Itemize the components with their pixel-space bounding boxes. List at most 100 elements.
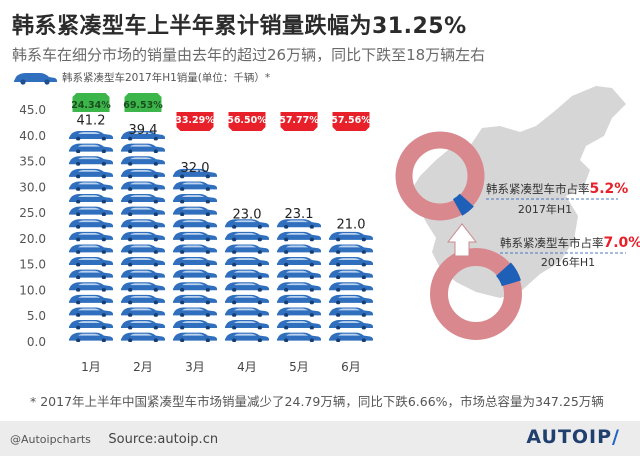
car-icon [225,320,269,330]
yoy-badge [280,112,318,131]
car-icon [69,156,113,166]
bar [329,231,373,342]
car-icon [225,307,269,317]
car-icon [329,244,373,254]
car-icon [69,269,113,279]
car-icon [277,320,321,330]
car-icon [173,231,217,242]
y-tick-label: 5.0 [27,309,46,323]
bar [225,219,269,342]
yoy-badge [72,93,110,112]
car-icon [69,181,113,191]
car-icon [121,257,165,267]
car-icon [329,320,373,330]
car-icon [277,307,321,317]
car-icon [277,231,321,242]
yoy-badge [176,112,214,131]
car-icon [69,244,113,254]
y-tick-label: 20.0 [19,232,46,246]
car-icon [277,269,321,279]
share-2016-highlight [495,262,521,287]
car-icon [69,143,113,153]
car-icon [173,257,217,267]
share-2017-highlight [452,193,474,216]
share-2016-ring [430,248,522,340]
bar [277,219,321,342]
yoy-badge [124,93,162,112]
x-tick-label: 4月 [237,360,257,374]
car-icon [277,257,321,267]
y-tick-label: 25.0 [19,206,46,220]
car-icon [225,257,269,267]
chart-legend: 韩系紧凑型车2017年H1销量(单位：千辆）* [12,70,270,85]
share-2017-label: 韩系紧凑型车市占率5.2% [486,181,628,197]
bar-labels: 41.2 1月 24.34% 39.4 2月 69.53% 32.0 3月 33.29% 23.0… [71,93,371,374]
car-icon [121,168,165,179]
car-icon [121,143,165,153]
footer-band [0,421,640,456]
car-icon [329,231,373,242]
car-icon [121,156,165,166]
brand-text: AUTOIP [526,426,613,448]
car-icon [225,332,269,342]
car-icon [225,294,269,305]
page-subtitle: 韩系车在细分市场的销量由去年的超过26万辆，同比下跌至18万辆左右 [12,46,486,64]
car-icon [173,194,217,204]
car-icon [173,244,217,254]
car-icon [69,219,113,229]
share-2016-prefix: 韩系紧凑型车市占率 [500,236,604,250]
car-icon [121,244,165,254]
car-icon [329,257,373,267]
car-icon [329,332,373,342]
car-icon [173,219,217,229]
bar [121,131,165,342]
yoy-badge [332,112,370,131]
car-icon [121,269,165,279]
car-legend-icon [14,72,57,85]
car-icon [173,181,217,191]
car-icon [121,194,165,204]
car-icon [173,282,217,292]
yoy-label: 33.29% [175,115,215,126]
y-axis: 0.0 5.0 10.0 15.0 20.0 25.0 30.0 35.0 40.0 45.0 [19,103,46,349]
car-icon [69,307,113,317]
car-icon [121,332,165,342]
y-tick-label: 30.0 [19,180,46,194]
footer-credits: @Autoipcharts Source:autoip.cn [10,432,218,447]
legend-label: 韩系紧凑型车2017年H1销量(单位：千辆）* [62,72,271,84]
car-icon [121,282,165,292]
car-icon [69,320,113,330]
car-icon [225,282,269,292]
car-icon [329,282,373,292]
car-icon [225,269,269,279]
yoy-label: 57.77% [279,115,319,126]
car-icon [329,269,373,279]
car-icon [121,219,165,229]
data-label: 21.0 [337,218,366,233]
sales-chart: 0.0 5.0 10.0 15.0 20.0 25.0 30.0 35.0 40.0 45.0 4… [19,86,640,374]
car-icon [121,294,165,305]
car-icon [69,231,113,242]
y-tick-label: 15.0 [19,258,46,272]
bar-series [69,131,373,342]
car-icon [173,294,217,305]
car-icon [121,181,165,191]
car-icon [329,294,373,305]
car-icon [121,206,165,216]
y-tick-label: 0.0 [27,335,46,349]
brand-slash: / [612,426,620,448]
car-icon [173,269,217,279]
share-2017-value: 5.2% [590,181,629,197]
data-label: 32.0 [181,161,210,176]
car-icon [173,320,217,330]
y-tick-label: 45.0 [19,103,46,117]
yoy-label: 56.50% [227,115,267,126]
share-2016-label: 韩系紧凑型车市占率7.0% [500,235,640,251]
share-2017-ring [395,131,485,221]
share-2016-value: 7.0% [604,235,640,251]
page-title: 韩系紧凑型车上半年累计销量跌幅为31.25% [12,14,467,39]
footer-handle: @Autoipcharts [10,433,91,446]
x-tick-label: 1月 [81,360,101,374]
car-icon [69,294,113,305]
